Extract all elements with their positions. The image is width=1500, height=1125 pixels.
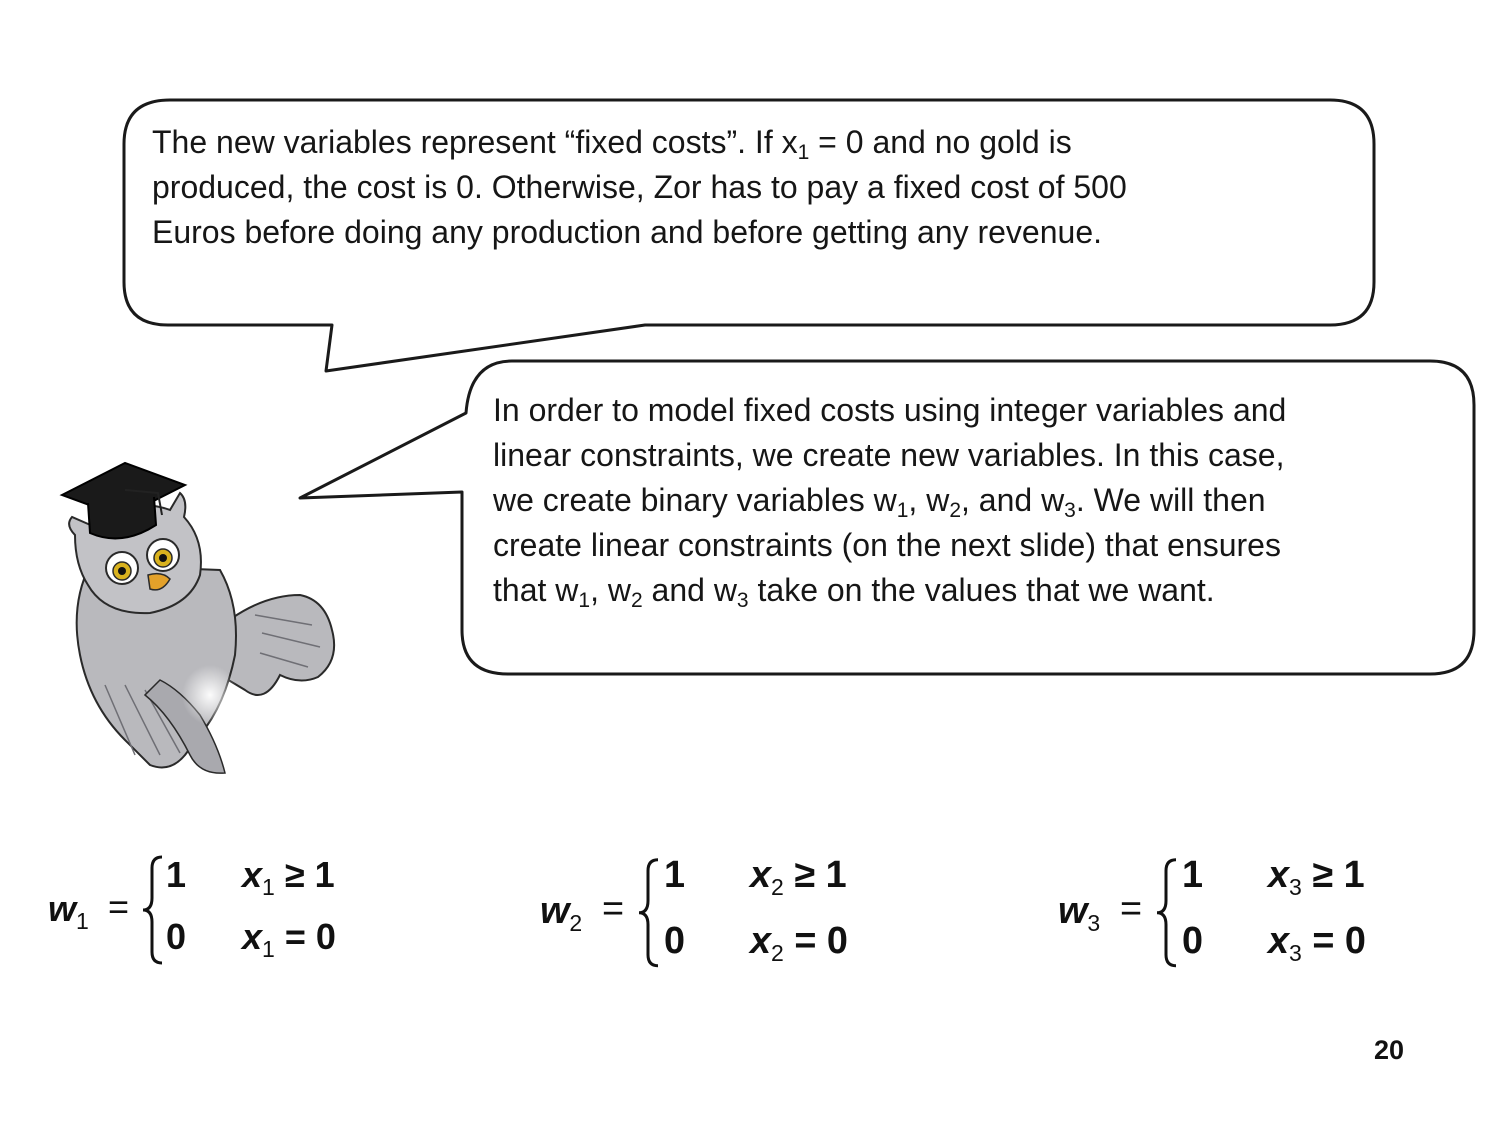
formula-variable: w1	[48, 888, 89, 934]
top-bubble-text: The new variables represent “fixed costs…	[152, 120, 1127, 255]
case-one-condition: x1 ≥ 1	[242, 854, 335, 900]
bubble-text-line: we create binary variables w1, w2, and w…	[493, 482, 1266, 522]
bottom-speech-bubble	[298, 359, 1476, 676]
subscript: 2	[630, 589, 643, 612]
case-zero-condition: x3 = 0	[1268, 920, 1366, 966]
page-number: 20	[1374, 1035, 1405, 1065]
curly-brace-icon	[638, 858, 659, 968]
formula-variable: w3	[1058, 890, 1101, 936]
bottom-bubble-text: In order to model fixed costs using inte…	[493, 388, 1286, 613]
subscript: 1	[578, 589, 591, 612]
curly-brace-icon	[1156, 858, 1177, 968]
formula-equals-sign: =	[602, 888, 625, 930]
condition-variable-index: 1	[262, 936, 275, 962]
owl-beak	[147, 572, 171, 591]
formula-variable: w2	[540, 890, 583, 936]
owl-graduate-illustration	[59, 461, 336, 774]
subscript: 2	[949, 499, 961, 522]
case-one-value: 1	[166, 854, 187, 895]
case-zero-condition: x2 = 0	[750, 920, 848, 966]
case-one-value: 1	[1182, 854, 1204, 896]
top-speech-bubble	[122, 98, 1376, 373]
bubble-text-line: The new variables represent “fixed costs…	[152, 124, 1072, 164]
subscript: 1	[797, 141, 810, 164]
condition-variable-index: 1	[262, 874, 275, 900]
case-one-condition: x3 ≥ 1	[1268, 854, 1365, 900]
formula-variable-index: 2	[569, 910, 583, 936]
condition-variable: x	[750, 854, 772, 896]
bubble-text-line: produced, the cost is 0. Otherwise, Zor …	[152, 169, 1127, 205]
bubble-text-line: create linear constraints (on the next s…	[493, 527, 1281, 563]
bubble-text-line: Euros before doing any production and be…	[152, 214, 1102, 250]
condition-variable: x	[1268, 920, 1290, 962]
subscript: 3	[736, 589, 749, 612]
condition-variable: x	[750, 920, 772, 962]
bubble-text-line: that w1, w2 and w3 take on the values th…	[493, 572, 1215, 612]
case-zero-value: 0	[166, 916, 187, 957]
formula-variable-index: 3	[1087, 910, 1101, 936]
condition-variable-index: 3	[1289, 940, 1302, 966]
formula-equals-sign: =	[108, 886, 130, 927]
case-one-condition: x2 ≥ 1	[750, 854, 847, 900]
condition-variable-index: 2	[771, 874, 784, 900]
case-zero-condition: x1 = 0	[242, 916, 336, 962]
case-one-value: 1	[664, 854, 686, 896]
formula-equals-sign: =	[1120, 888, 1143, 930]
condition-variable-index: 3	[1289, 874, 1302, 900]
subscript: 1	[896, 499, 909, 522]
formula-w3: w3 = 1 x3 ≥ 1 0 x3 = 0	[1058, 850, 1398, 980]
formula-variable-index: 1	[76, 908, 89, 934]
condition-variable: x	[1268, 854, 1290, 896]
case-zero-value: 0	[1182, 920, 1204, 962]
subscript: 3	[1064, 499, 1076, 522]
bubble-text-line: linear constraints, we create new variab…	[493, 437, 1285, 473]
condition-variable: x	[242, 854, 263, 895]
case-zero-value: 0	[664, 920, 686, 962]
curly-brace-icon	[142, 855, 163, 965]
condition-variable: x	[242, 916, 263, 957]
bubble-text-line: In order to model fixed costs using inte…	[493, 392, 1287, 428]
formula-w1: w1 = 1 x1 ≥ 1 0 x1 = 0	[48, 850, 368, 970]
condition-variable-index: 2	[771, 940, 784, 966]
formula-w2: w2 = 1 x2 ≥ 1 0 x2 = 0	[540, 850, 880, 980]
